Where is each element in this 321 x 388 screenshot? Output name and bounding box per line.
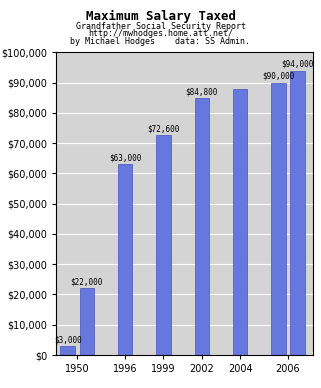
Bar — [271, 83, 286, 355]
Bar — [233, 89, 247, 355]
Text: $3,000: $3,000 — [54, 335, 82, 344]
Bar — [291, 71, 305, 355]
Text: by Michael Hodges    data: SS Admin.: by Michael Hodges data: SS Admin. — [71, 37, 250, 46]
Text: $90,000: $90,000 — [262, 72, 295, 81]
Bar — [80, 288, 94, 355]
Bar — [156, 135, 171, 355]
Text: $63,000: $63,000 — [109, 154, 141, 163]
Text: $84,800: $84,800 — [186, 88, 218, 97]
Text: Grandfather Social Security Report: Grandfather Social Security Report — [75, 22, 246, 31]
Text: http://mwhodges.home.att.net/: http://mwhodges.home.att.net/ — [88, 29, 233, 38]
Bar — [195, 99, 209, 355]
Bar — [118, 165, 132, 355]
Text: $72,600: $72,600 — [147, 125, 180, 133]
Text: Maximum Salary Taxed: Maximum Salary Taxed — [85, 10, 236, 23]
Text: $94,000: $94,000 — [282, 60, 314, 69]
Text: $22,000: $22,000 — [71, 278, 103, 287]
Bar — [60, 346, 75, 355]
